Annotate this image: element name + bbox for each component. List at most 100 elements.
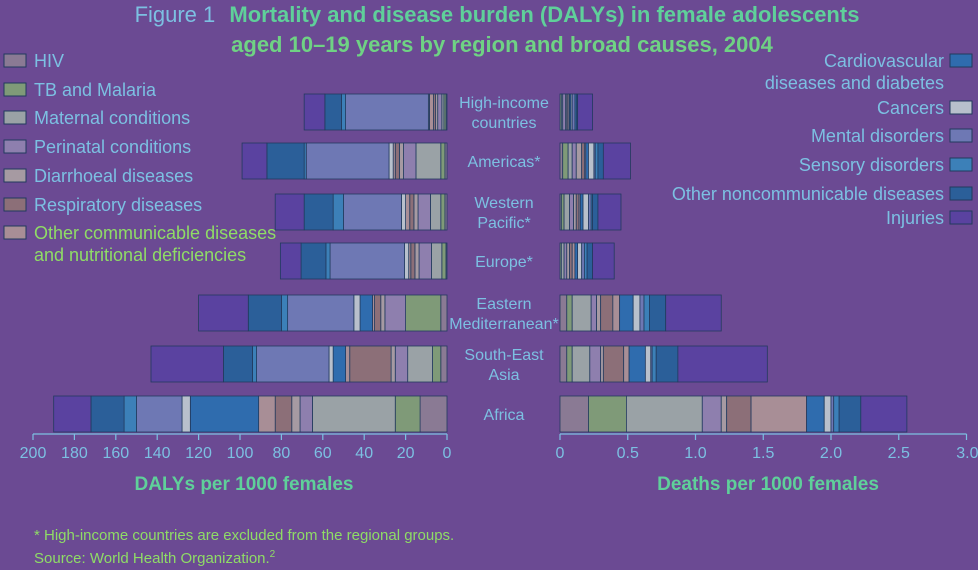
deaths-bar-south-east-asia-other-communicable-diseases-and-nutritional-deficiencies bbox=[623, 345, 630, 383]
dalys-bar-south-east-asia-other-noncommunicable-diseases bbox=[223, 345, 253, 383]
dalys-bar-eastern-mediterranean-mental-disorders bbox=[287, 294, 355, 332]
deaths-bar-americas-hiv bbox=[559, 142, 564, 180]
dalys-bar-western-pacific-maternal-conditions bbox=[430, 193, 442, 231]
right-axis-tick-label-0-5: 0.5 bbox=[617, 445, 639, 462]
deaths-bar-africa-respiratory-diseases bbox=[726, 395, 752, 433]
legend-swatch-other-noncommunicable-diseases bbox=[949, 186, 973, 201]
deaths-bar-europe-other-noncommunicable-diseases bbox=[586, 242, 593, 280]
dalys-bar-western-pacific-other-noncommunicable-diseases bbox=[303, 193, 334, 231]
dalys-bar-africa-other-noncommunicable-diseases bbox=[90, 395, 125, 433]
dalys-bar-eastern-mediterranean-hiv bbox=[440, 294, 448, 332]
deaths-bar-europe-respiratory-diseases bbox=[569, 242, 573, 280]
deaths-bar-europe-injuries bbox=[592, 242, 615, 280]
dalys-bar-africa-tb-and-malaria bbox=[394, 395, 421, 433]
right-axis-title: Deaths per 1000 females bbox=[657, 474, 879, 495]
dalys-bar-eastern-mediterranean-diarrhoeal-diseases bbox=[380, 294, 386, 332]
deaths-bar-south-east-asia-diarrhoeal-diseases bbox=[600, 345, 604, 383]
legend-swatch-perinatal-conditions bbox=[3, 139, 27, 154]
dalys-bar-south-east-asia-respiratory-diseases bbox=[349, 345, 392, 383]
deaths-bar-high-income-countries-mental-disorders bbox=[571, 93, 576, 131]
dalys-bar-europe-injuries bbox=[279, 242, 302, 280]
dalys-bar-western-pacific-mental-disorders bbox=[343, 193, 402, 231]
deaths-bar-high-income-countries-perinatal-conditions bbox=[562, 93, 566, 131]
legend-label-cardiovascular-diseases-and-diabetes-line-1: Cardiovascular bbox=[824, 51, 944, 71]
deaths-bar-western-pacific-perinatal-conditions bbox=[569, 193, 574, 231]
legend-label-other-noncommunicable-diseases: Other noncommunicable diseases bbox=[672, 184, 944, 204]
category-label-eastern-mediterranean-line-1: Eastern bbox=[476, 296, 531, 313]
deaths-bar-western-pacific-cancers bbox=[582, 193, 589, 231]
source-text: Source: World Health Organization. bbox=[34, 550, 270, 567]
deaths-bar-africa-diarrhoeal-diseases bbox=[720, 395, 728, 433]
dalys-bar-americas-injuries bbox=[241, 142, 268, 180]
category-label-western-pacific-line-1: Western bbox=[474, 195, 533, 212]
left-axis-tick-label-200: 200 bbox=[20, 445, 47, 462]
deaths-bar-africa-other-noncommunicable-diseases bbox=[838, 395, 862, 433]
dalys-bar-africa-cancers bbox=[181, 395, 191, 433]
legend-label-maternal-conditions: Maternal conditions bbox=[34, 108, 190, 128]
dalys-bar-americas-perinatal-conditions bbox=[403, 142, 417, 180]
legend-label-other-communicable-diseases-and-nutritional-deficiencies-line-2: and nutritional deficiencies bbox=[34, 245, 246, 265]
deaths-bar-africa-cardiovascular-diseases-and-diabetes bbox=[806, 395, 825, 433]
dalys-bar-south-east-asia-diarrhoeal-diseases bbox=[390, 345, 396, 383]
legend-swatch-respiratory-diseases bbox=[3, 197, 27, 212]
category-label-europe-line-1: Europe* bbox=[475, 254, 533, 271]
dalys-bar-europe-mental-disorders bbox=[329, 242, 405, 280]
dalys-bar-high-income-countries-mental-disorders bbox=[345, 93, 429, 131]
left-axis-tick-label-80: 80 bbox=[273, 445, 291, 462]
deaths-bar-south-east-asia-maternal-conditions bbox=[571, 345, 591, 383]
dalys-bar-europe-diarrhoeal-diseases bbox=[414, 242, 420, 280]
deaths-bar-western-pacific-other-noncommunicable-diseases bbox=[592, 193, 599, 231]
deaths-bar-south-east-asia-injuries bbox=[677, 345, 768, 383]
dalys-bar-africa-cardiovascular-diseases-and-diabetes bbox=[189, 395, 260, 433]
deaths-bar-western-pacific-tb-and-malaria bbox=[560, 193, 565, 231]
dalys-bar-western-pacific-cancers bbox=[401, 193, 406, 231]
dalys-bar-europe-perinatal-conditions bbox=[418, 242, 432, 280]
deaths-bar-americas-sensory-disorders bbox=[594, 142, 599, 180]
category-label-high-income-countries-line-1: High-income bbox=[459, 95, 549, 112]
deaths-bar-americas-perinatal-conditions bbox=[571, 142, 577, 180]
deaths-bar-europe-mental-disorders bbox=[581, 242, 585, 280]
legend-swatch-hiv bbox=[3, 53, 27, 68]
dalys-bar-europe-respiratory-diseases bbox=[410, 242, 416, 280]
deaths-bar-south-east-asia-cardiovascular-diseases-and-diabetes bbox=[628, 345, 646, 383]
deaths-bar-south-east-asia-sensory-disorders bbox=[651, 345, 657, 383]
left-axis-tick-label-160: 160 bbox=[102, 445, 129, 462]
deaths-bar-africa-other-communicable-diseases-and-nutritional-deficiencies bbox=[750, 395, 808, 433]
right-axis-tick-label-2-5: 2.5 bbox=[888, 445, 910, 462]
deaths-bar-americas-maternal-conditions bbox=[567, 142, 573, 180]
deaths-bar-europe-sensory-disorders bbox=[583, 242, 588, 280]
dalys-bar-africa-respiratory-diseases bbox=[274, 395, 293, 433]
deaths-bar-europe-other-communicable-diseases-and-nutritional-deficiencies bbox=[571, 242, 576, 280]
deaths-bar-eastern-mediterranean-other-noncommunicable-diseases bbox=[649, 294, 667, 332]
legend-swatch-other-communicable-diseases-and-nutritional-deficiencies bbox=[3, 225, 27, 240]
legend-left: HIV TB and Malaria Maternal conditions Peri… bbox=[3, 51, 276, 265]
left-axis: 200 180 160 140 120 100 80 60 40 20 0 bbox=[20, 433, 452, 462]
deaths-bar-eastern-mediterranean-mental-disorders bbox=[639, 294, 645, 332]
dalys-bar-south-east-asia-other-communicable-diseases-and-nutritional-deficiencies bbox=[345, 345, 351, 383]
dalys-bar-south-east-asia-maternal-conditions bbox=[407, 345, 433, 383]
dalys-bar-high-income-countries-sensory-disorders bbox=[341, 93, 346, 131]
deaths-bar-eastern-mediterranean-cancers bbox=[632, 294, 641, 332]
deaths-bar-eastern-mediterranean-diarrhoeal-diseases bbox=[596, 294, 602, 332]
legend-swatch-maternal-conditions bbox=[3, 110, 27, 125]
dalys-bar-africa-mental-disorders bbox=[136, 395, 183, 433]
legend-label-cancers: Cancers bbox=[877, 98, 944, 118]
deaths-bar-south-east-asia-other-noncommunicable-diseases bbox=[655, 345, 679, 383]
deaths-bar-americas-other-noncommunicable-diseases bbox=[597, 142, 604, 180]
chart-title-line-1: Figure 1 Mortality and disease burden (D… bbox=[135, 2, 860, 27]
deaths-bar-americas-cardiovascular-diseases-and-diabetes bbox=[585, 142, 589, 180]
deaths-bar-eastern-mediterranean-cardiovascular-diseases-and-diabetes bbox=[619, 294, 634, 332]
deaths-bar-western-pacific-maternal-conditions bbox=[563, 193, 570, 231]
dalys-bar-americas-maternal-conditions bbox=[415, 142, 442, 180]
dalys-bar-africa-perinatal-conditions bbox=[299, 395, 313, 433]
deaths-bar-europe-perinatal-conditions bbox=[563, 242, 568, 280]
deaths-bar-eastern-mediterranean-other-communicable-diseases-and-nutritional-deficiencies bbox=[612, 294, 621, 332]
source-superscript: 2 bbox=[270, 549, 276, 560]
dalys-bar-western-pacific-respiratory-diseases bbox=[409, 193, 415, 231]
deaths-bar-americas-cancers bbox=[588, 142, 595, 180]
deaths-bar-africa-sensory-disorders bbox=[833, 395, 840, 433]
dalys-bar-south-east-asia-injuries bbox=[150, 345, 224, 383]
legend-label-mental-disorders: Mental disorders bbox=[811, 126, 944, 146]
dalys-bar-south-east-asia-cardiovascular-diseases-and-diabetes bbox=[332, 345, 346, 383]
legend-label-diarrhoeal-diseases: Diarrhoeal diseases bbox=[34, 166, 193, 186]
